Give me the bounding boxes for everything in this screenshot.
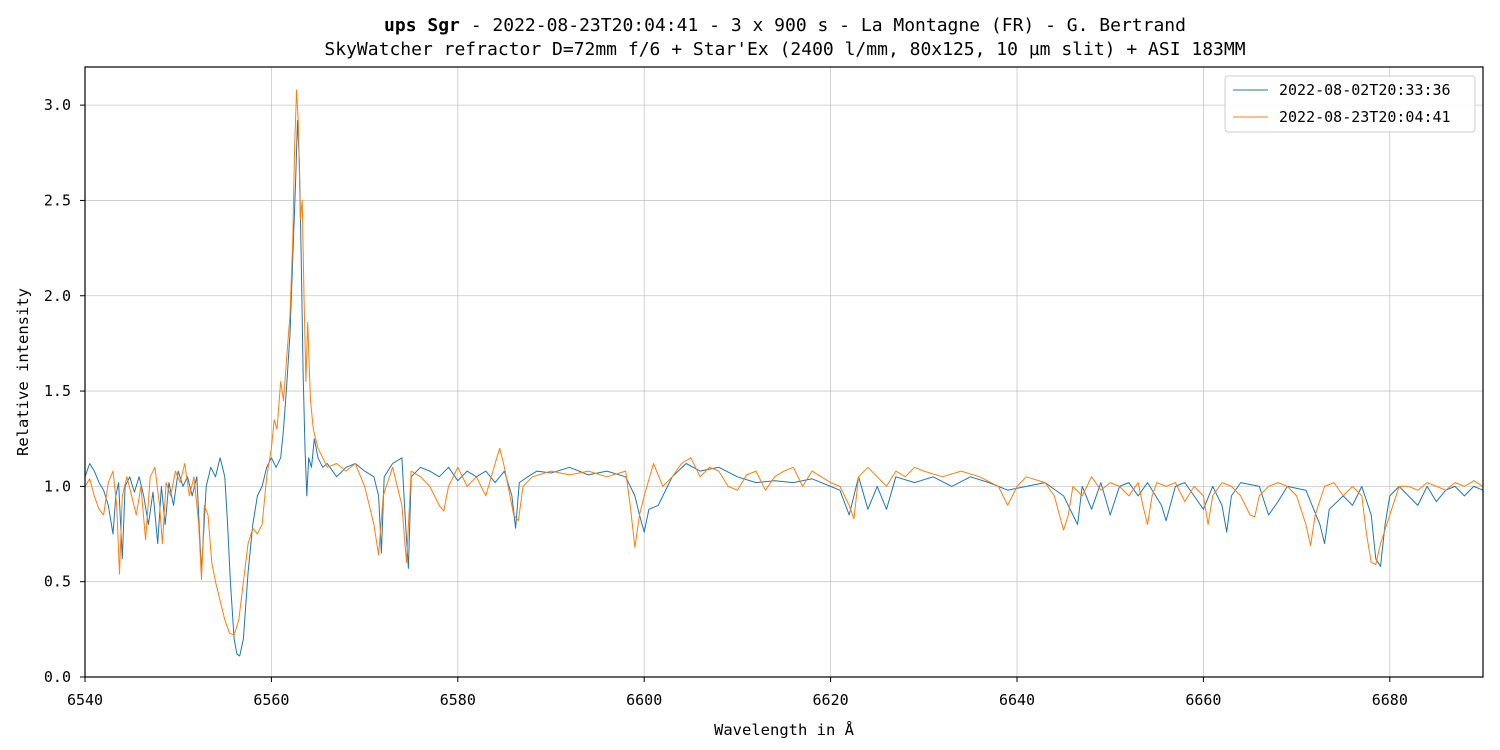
series-lines [84, 89, 1484, 657]
legend-box [1224, 75, 1476, 133]
y-tick-label: 1.5 [44, 382, 71, 400]
x-tick-label: 6680 [1372, 691, 1408, 709]
series-line-2 [84, 89, 1484, 636]
y-tick-label: 3.0 [44, 96, 71, 114]
chart-subtitle: SkyWatcher refractor D=72mm f/6 + Star'E… [324, 39, 1245, 60]
y-tick-label: 1.0 [44, 477, 71, 495]
x-tick-label: 6640 [999, 691, 1035, 709]
chart-title-bold: ups Sgr [384, 15, 460, 36]
legend-label-series-1: 2022-08-02T20:33:36 [1279, 81, 1451, 99]
x-tick-label: 6580 [440, 691, 476, 709]
x-tick-label: 6560 [253, 691, 289, 709]
legend-label-series-2: 2022-08-23T20:04:41 [1279, 108, 1451, 126]
x-tick-label: 6620 [813, 691, 849, 709]
legend: 2022-08-02T20:33:36 2022-08-23T20:04:41 [1224, 75, 1476, 133]
y-tick-label: 2.0 [44, 287, 71, 305]
y-tick-label: 2.5 [44, 191, 71, 209]
chart-title: ups Sgr - 2022-08-23T20:04:41 - 3 x 900 … [384, 15, 1186, 36]
y-tick-label: 0.0 [44, 668, 71, 686]
grid-lines [84, 67, 1483, 678]
series-line-1 [84, 119, 1484, 657]
x-tick-label: 6600 [626, 691, 662, 709]
x-axis-label: Wavelength in Å [714, 720, 855, 739]
x-tick-label: 6540 [67, 691, 103, 709]
y-tick-label: 0.5 [44, 573, 71, 591]
y-axis-label: Relative intensity [14, 288, 32, 456]
chart-title-rest: - 2022-08-23T20:04:41 - 3 x 900 s - La M… [460, 15, 1186, 36]
x-tick-label: 6660 [1185, 691, 1221, 709]
axis-ticks: 6540 6560 6580 6600 6620 6640 6660 6680 0.0 0.5 1.… [44, 96, 1408, 709]
plot-area-frame [84, 66, 1484, 678]
